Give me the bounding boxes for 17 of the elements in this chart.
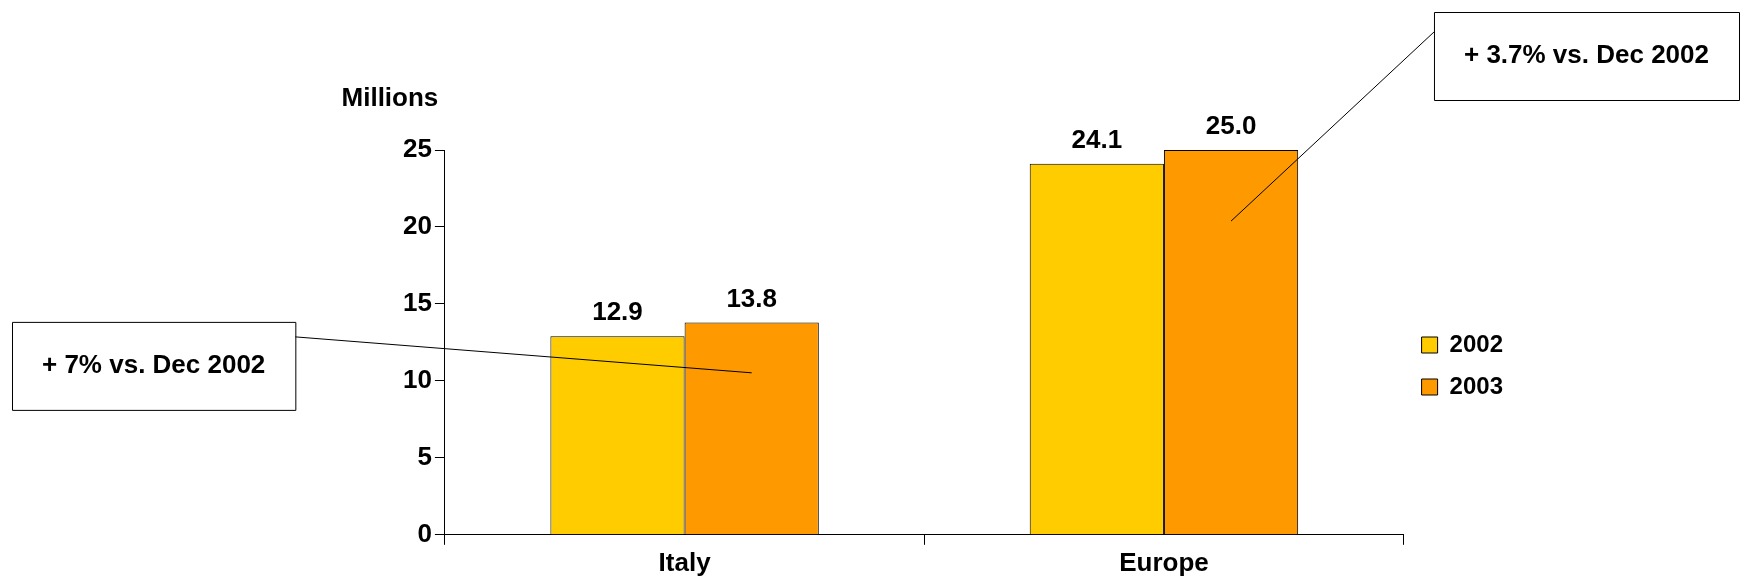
y-tick-label: 5 — [417, 441, 432, 472]
data-label: 12.9 — [592, 296, 643, 327]
text: + 7% vs. Dec 2002 — [42, 349, 266, 380]
legend-label: 2002 — [1449, 329, 1503, 357]
y-tick-label: 25 — [403, 133, 432, 164]
x-tick-label: Italy — [658, 546, 712, 577]
y-tick-label: 20 — [403, 210, 432, 241]
y-tick-label: 10 — [403, 364, 432, 395]
legend-label: 2003 — [1449, 371, 1503, 399]
text: + 3.7% vs. Dec 2002 — [1463, 39, 1710, 70]
y-tick-label: 15 — [403, 287, 432, 318]
y-tick-label: 0 — [417, 517, 432, 548]
data-label: 13.8 — [726, 282, 778, 313]
x-tick-label: Europe — [1119, 546, 1209, 577]
data-label: 25.0 — [1205, 110, 1257, 141]
data-label: 24.1 — [1071, 124, 1123, 155]
y-axis-title: Millions — [341, 82, 439, 113]
